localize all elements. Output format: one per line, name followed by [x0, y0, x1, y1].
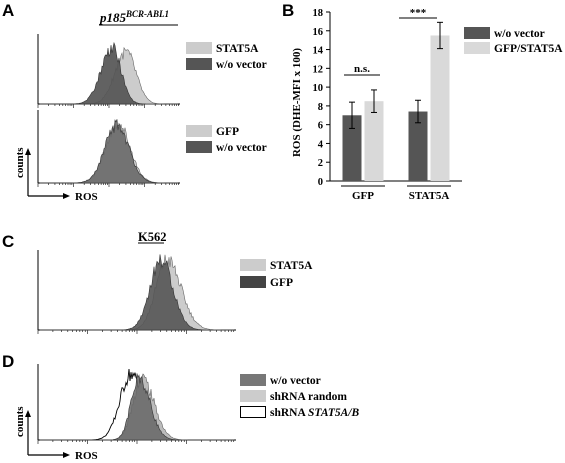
- panel-d-legend-label-shrna-stat5ab: shRNA STAT5A/B: [270, 407, 359, 419]
- panel-b-legend-swatch-gfp-stat5a: [464, 42, 490, 54]
- y-tick-label: 2: [318, 158, 323, 169]
- bar-gfp-wo-vector: [342, 115, 362, 181]
- y-tick-label: 0: [318, 177, 323, 188]
- y-tick-label: 10: [313, 83, 324, 94]
- panel-d-counts-arrowhead: [25, 410, 31, 417]
- panel-d-legend-swatch-shrna-random: [240, 390, 266, 402]
- panel-d-legend-label-shrna-random: shRNA random: [270, 391, 347, 403]
- panel-b-bars: [342, 21, 450, 181]
- y-tick-label: 18: [313, 8, 324, 19]
- panel-b-y-axis-label: ROS (DHE-MFI x 100): [291, 48, 303, 157]
- panel-a-legend-label-wo-vector: w/o vector: [216, 59, 267, 71]
- panel-a-counts-arrowhead: [25, 148, 31, 155]
- panel-c-axis-ticks: [37, 330, 235, 334]
- panel-a-legend-swatch-gfp: [186, 125, 212, 137]
- panel-b-category-labels: GFP STAT5A: [341, 185, 451, 202]
- category-label-stat5a: STAT5A: [409, 190, 450, 202]
- bar-stat5a-wo-vector: [408, 111, 428, 181]
- panel-d-ros-arrowhead: [63, 452, 70, 458]
- panel-a-ros-label: ROS: [75, 191, 98, 203]
- panel-a-top-wo-vector-histogram: [40, 41, 178, 105]
- panel-b-legend-label-gfp-stat5a: GFP/STAT5A: [494, 43, 563, 55]
- bar-stat5a-gfp-stat5a: [430, 35, 450, 181]
- panel-d-axis-ticks: [37, 440, 235, 444]
- panel-b-bar-chart: 0 2 4 6 8 10 12 14 16 18 GFP STAT5A ROS (DHE-MFI x…: [291, 7, 462, 202]
- panel-d-counts-label: counts: [14, 406, 26, 437]
- category-label-gfp: GFP: [352, 190, 374, 202]
- panel-b-ns-label: n.s.: [354, 63, 370, 75]
- panel-letter-a: A: [2, 1, 14, 20]
- panel-a-bottom-histogram: [37, 110, 180, 187]
- panel-b-y-ticks: 0 2 4 6 8 10 12 14 16 18: [313, 8, 330, 188]
- panel-letter-d: D: [2, 352, 14, 371]
- panel-c-title: K562: [138, 230, 166, 244]
- panel-a-counts-label: counts: [14, 147, 26, 178]
- panel-letter-c: C: [2, 232, 14, 251]
- y-tick-label: 6: [318, 121, 323, 132]
- panel-d-legend-swatch-wo-vector: [240, 374, 266, 386]
- panel-c-gfp-histogram: [40, 254, 234, 331]
- panel-a-bottom-wo-vector-histogram: [40, 119, 178, 184]
- panel-c-legend-swatch-gfp: [240, 276, 266, 288]
- panel-d-legend-label-wo-vector: w/o vector: [270, 375, 321, 387]
- panel-d-legend-swatch-shrna-stat5ab: [240, 406, 266, 418]
- panel-a-legend-label-stat5a: STAT5A: [216, 43, 259, 55]
- panel-c-legend-swatch-stat5a: [240, 259, 266, 271]
- panel-c-stat5a-histogram: [40, 254, 234, 331]
- panel-a-title-main: p185: [99, 10, 127, 25]
- panel-a-legend-swatch-wo-vector-2: [186, 141, 212, 153]
- panel-d-wo-vector-histogram: [40, 373, 234, 441]
- panel-c-histogram: [37, 250, 236, 334]
- panel-a-title-superscript: BCR-ABL1: [125, 9, 169, 19]
- panel-a-legend-label-wo-vector-2: w/o vector: [216, 142, 267, 154]
- bar-gfp-gfp-stat5a: [364, 101, 384, 181]
- panel-a-bottom-axis-ticks: [37, 183, 179, 187]
- y-tick-label: 14: [313, 46, 324, 57]
- panel-d-legend-label-shrna-italic: STAT5A/B: [308, 407, 359, 419]
- panel-a-legend-label-gfp: GFP: [216, 126, 239, 138]
- panel-a-top-histogram: [37, 34, 180, 108]
- panel-d-histogram: [37, 364, 236, 444]
- y-tick-label: 16: [313, 27, 324, 38]
- panel-a-title: p185BCR-ABL1: [99, 9, 169, 25]
- panel-a-top-axis-ticks: [37, 104, 179, 108]
- panel-a-legend-swatch-stat5a: [186, 42, 212, 54]
- panel-c-legend-label-gfp: GFP: [270, 277, 293, 289]
- panel-c-legend-label-stat5a: STAT5A: [270, 260, 313, 272]
- y-tick-label: 12: [313, 64, 324, 75]
- panel-b-legend-label-wo-vector: w/o vector: [494, 28, 545, 40]
- panel-a-legend-swatch-wo-vector: [186, 58, 212, 70]
- y-tick-label: 8: [318, 102, 323, 113]
- y-tick-label: 4: [318, 139, 324, 150]
- panel-a-ros-arrowhead: [63, 193, 70, 199]
- panel-d-legend-label-shrna-prefix: shRNA: [270, 407, 308, 419]
- panel-b-legend-swatch-wo-vector: [464, 27, 490, 39]
- panel-d-ros-label: ROS: [75, 450, 98, 462]
- panel-letter-b: B: [282, 1, 294, 20]
- panel-b-sig-label: ***: [410, 7, 427, 19]
